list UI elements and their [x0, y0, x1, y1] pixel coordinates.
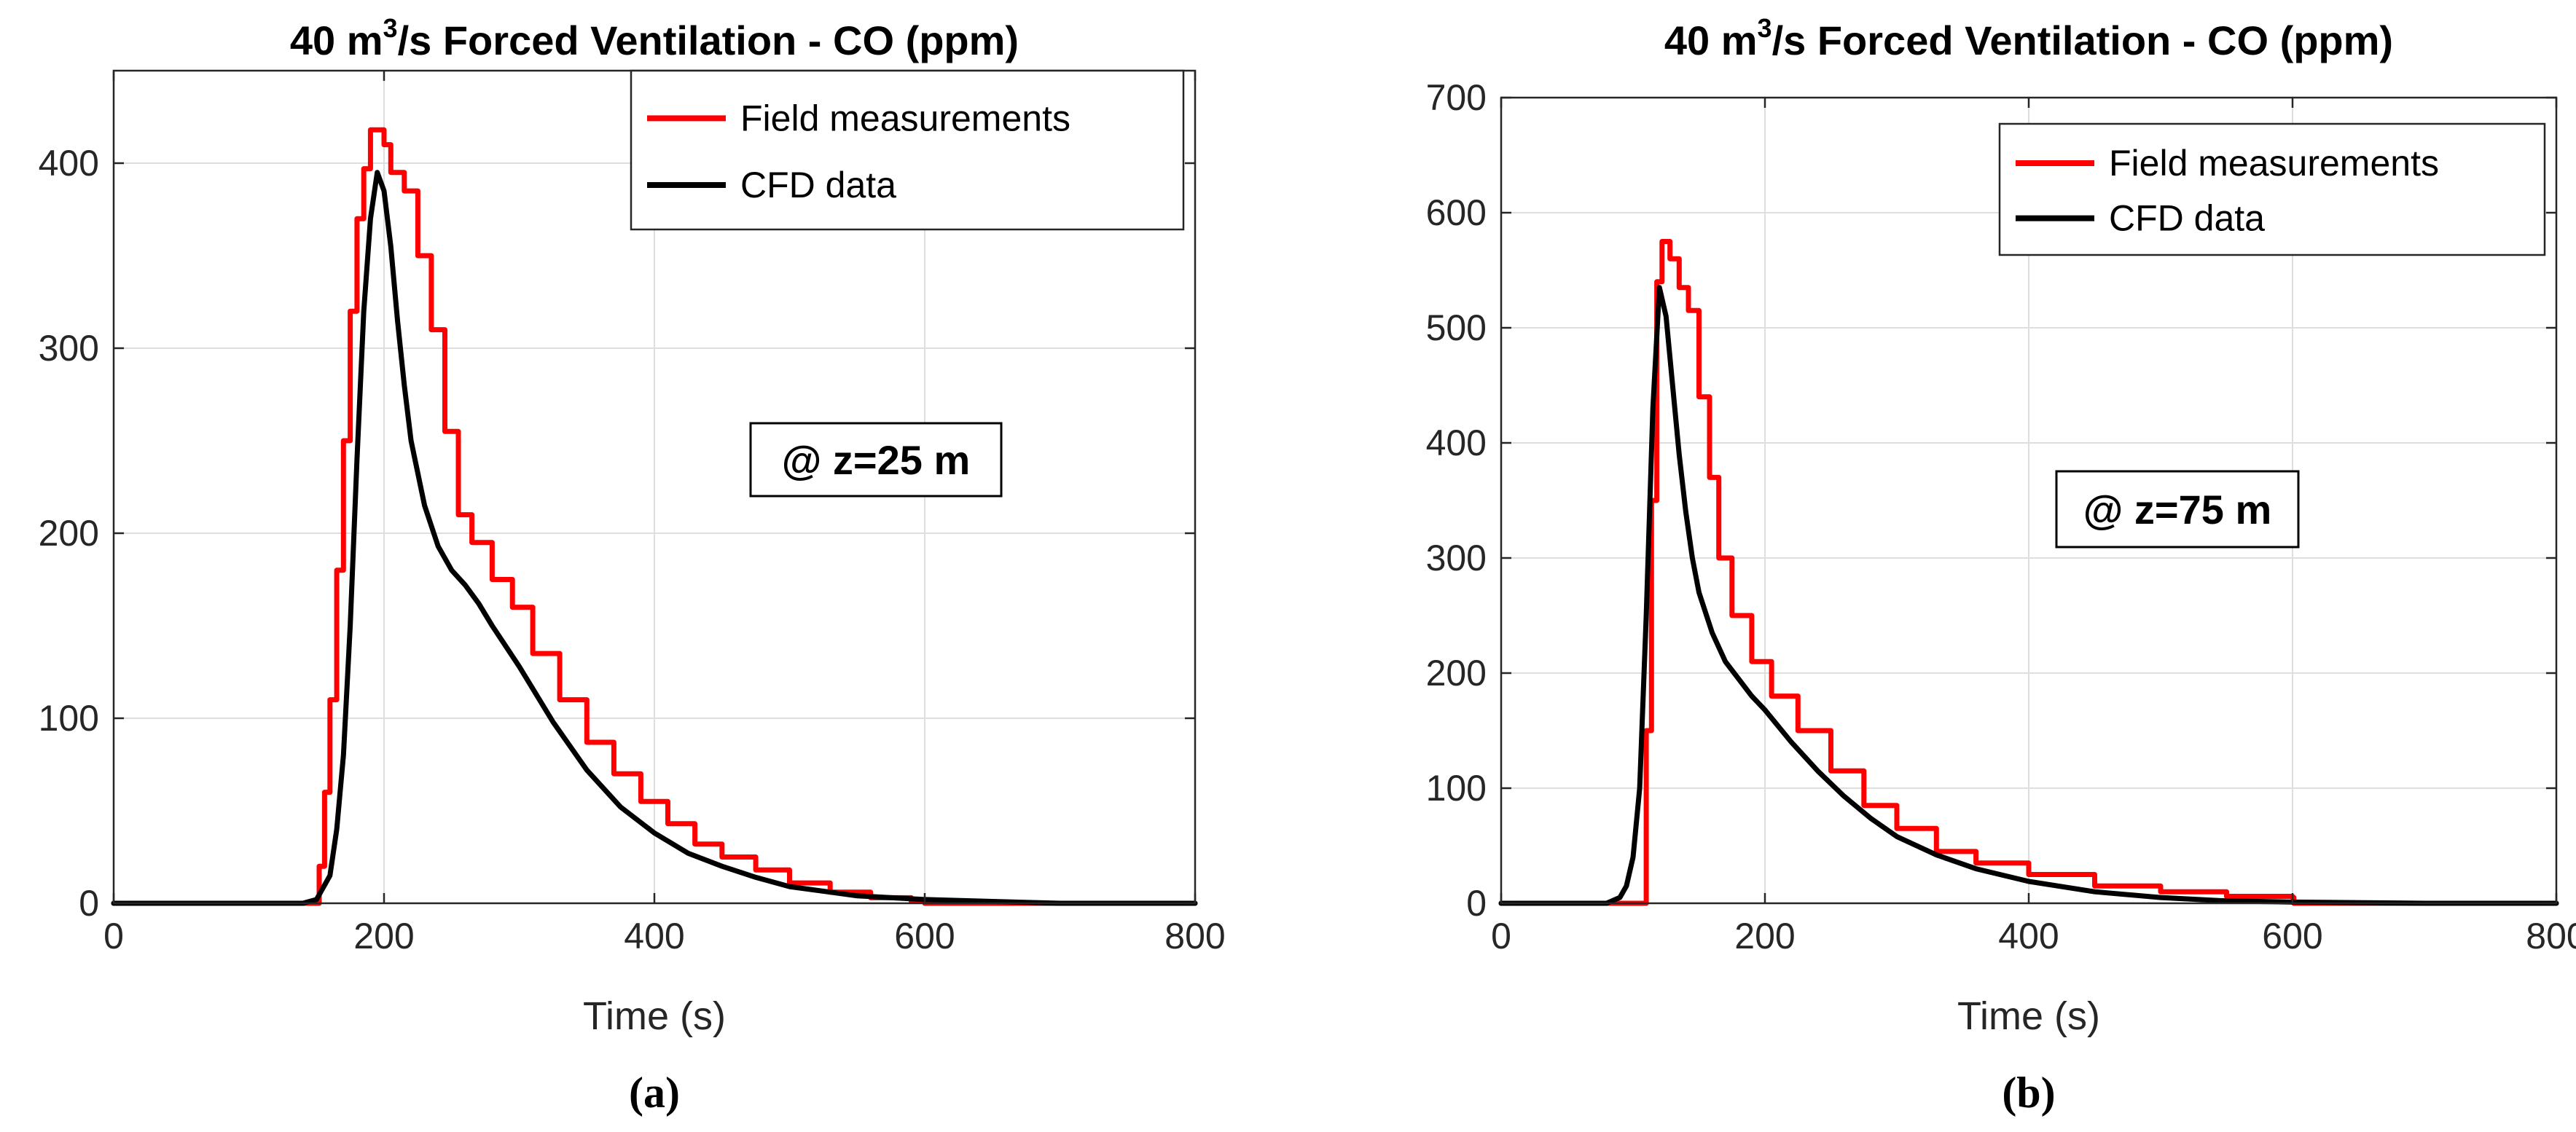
panel-b-x-axis-label: Time (s)	[1957, 994, 2100, 1038]
panel-a-x-tick-label: 800	[1164, 916, 1225, 956]
panel-a-x-tick-label: 200	[353, 916, 414, 956]
panel-a-cfd-data-line	[111, 170, 1198, 906]
panel-a-annotation-text: @ z=25 m	[782, 437, 971, 483]
panel-a-title-prefix: 40 m	[290, 17, 383, 63]
panel-b-y-tick-label: 0	[1466, 883, 1487, 924]
panel-b-x-tick-label: 0	[1491, 916, 1511, 956]
panel-a-co-z25: 0 200 400 600 800 0 100 200 300 400 Time (s) 40 m3/…	[39, 13, 1226, 1117]
panel-b-y-tick-label: 100	[1426, 768, 1487, 809]
panel-a-y-tick-label: 0	[79, 883, 99, 924]
panel-b-title-prefix: 40 m	[1664, 17, 1758, 63]
panel-a-x-tick-label: 0	[103, 916, 124, 956]
panel-b-chart-title: 40 m3/s Forced Ventilation - CO (ppm)	[1664, 13, 2393, 63]
panel-a-x-tick-label: 600	[894, 916, 955, 956]
panel-a-legend: Field measurements CFD data	[630, 69, 1185, 231]
panel-a-chart-title: 40 m3/s Forced Ventilation - CO (ppm)	[290, 13, 1019, 63]
panel-b-x-tick-label: 800	[2526, 916, 2576, 956]
panel-b-x-tick-label: 200	[1734, 916, 1795, 956]
panel-b-title-suffix: /s Forced Ventilation - CO (ppm)	[1772, 17, 2394, 63]
panel-b-title-superscript: 3	[1758, 13, 1772, 43]
panel-b-annotation-text: @ z=75 m	[2083, 487, 2272, 532]
panel-a-x-axis-label: Time (s)	[583, 994, 726, 1038]
panel-b-y-tick-label: 300	[1426, 538, 1487, 578]
panel-b-y-tick-label: 400	[1426, 422, 1487, 463]
panel-b-y-tick-label: 700	[1426, 77, 1487, 118]
panel-a-title-suffix: /s Forced Ventilation - CO (ppm)	[398, 17, 1019, 63]
panel-b-field-measurements-line	[1498, 239, 2559, 906]
panel-a-y-tick-label: 300	[39, 328, 99, 369]
panel-b-legend-label-field: Field measurements	[2109, 143, 2439, 184]
panel-b-cfd-data-line	[1498, 285, 2559, 906]
panel-a-legend-label-cfd: CFD data	[740, 165, 896, 205]
panel-a-y-tick-label: 200	[39, 513, 99, 554]
panel-a-title-superscript: 3	[383, 13, 398, 43]
panel-a-legend-label-field: Field measurements	[740, 98, 1070, 138]
panel-b-legend-label-cfd: CFD data	[2109, 198, 2265, 239]
panel-a-x-tick-label: 400	[624, 916, 684, 956]
panel-b-annotation-box	[2055, 470, 2300, 549]
panel-b-co-z75: 0 200 400 600 800 0 100 200 300 400 500 600 700 Time …	[1426, 13, 2576, 1117]
panel-a-field-measurements-line	[111, 127, 1198, 906]
panel-a-annotation-box	[749, 422, 1003, 498]
panel-a-panel-label: (a)	[629, 1069, 680, 1117]
panel-b-y-tick-label: 200	[1426, 653, 1487, 693]
panel-a-y-tick-label: 400	[39, 143, 99, 184]
panel-b-x-tick-label: 600	[2262, 916, 2322, 956]
panel-b-panel-label: (b)	[2002, 1069, 2055, 1117]
panel-a-legend-box	[630, 69, 1185, 231]
panel-b-y-tick-label: 500	[1426, 307, 1487, 348]
panel-b-legend: Field measurements CFD data	[1998, 122, 2546, 256]
panel-b-x-tick-label: 400	[1998, 916, 2059, 956]
panel-b-y-tick-label: 600	[1426, 192, 1487, 233]
panel-a-y-tick-label: 100	[39, 698, 99, 739]
panel-b-legend-box	[1998, 122, 2546, 256]
